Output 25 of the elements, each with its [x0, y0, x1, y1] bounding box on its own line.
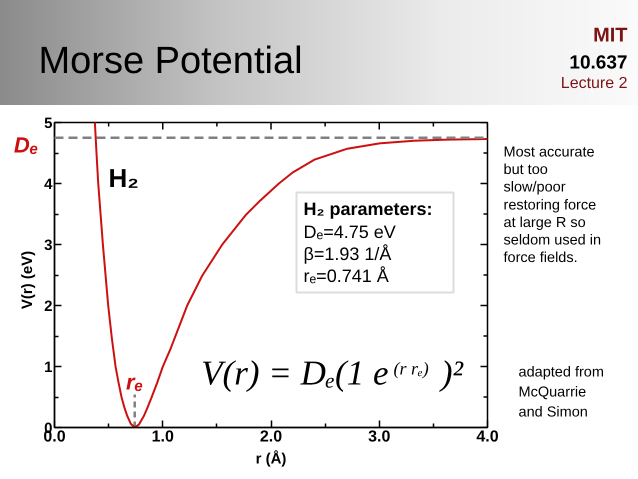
y-axis-title: V(r) (eV) — [19, 250, 36, 310]
x-axis-title: r (Å) — [256, 450, 286, 468]
annotation: Dₑ=4.75 eV — [304, 222, 396, 242]
y-tick-label: 2 — [44, 298, 52, 315]
ref-line-label: rₑ — [126, 370, 144, 395]
y-tick-label: 5 — [44, 115, 52, 132]
x-tick-label: 2.0 — [260, 428, 282, 446]
x-tick-label: 1.0 — [152, 428, 174, 446]
x-tick-label: 4.0 — [476, 428, 499, 446]
text: Lecture 2 — [560, 75, 628, 92]
y-tick-label: 3 — [44, 237, 52, 254]
chart-title: Morse Potential — [38, 40, 303, 82]
text: Most accurate but too slow/poor restoring force at large R so seldom used in force fields. — [504, 144, 602, 266]
text: 10.637 — [569, 52, 628, 74]
text: adapted from McQuarrie and Simon — [518, 364, 604, 420]
annotation: H₂ — [108, 163, 139, 194]
text: MIT — [593, 24, 628, 46]
line-series — [94, 122, 488, 428]
y-tick-label: 1 — [44, 359, 52, 376]
x-tick-label: 3.0 — [368, 428, 390, 446]
annotation: β=1.93 1/Å — [304, 244, 392, 264]
annotation: H₂ parameters: — [304, 199, 433, 220]
annotation: rₑ=0.741 Å — [304, 266, 389, 286]
y-tick-label: 4 — [44, 176, 54, 193]
ref-line-label: Dₑ — [14, 132, 39, 158]
